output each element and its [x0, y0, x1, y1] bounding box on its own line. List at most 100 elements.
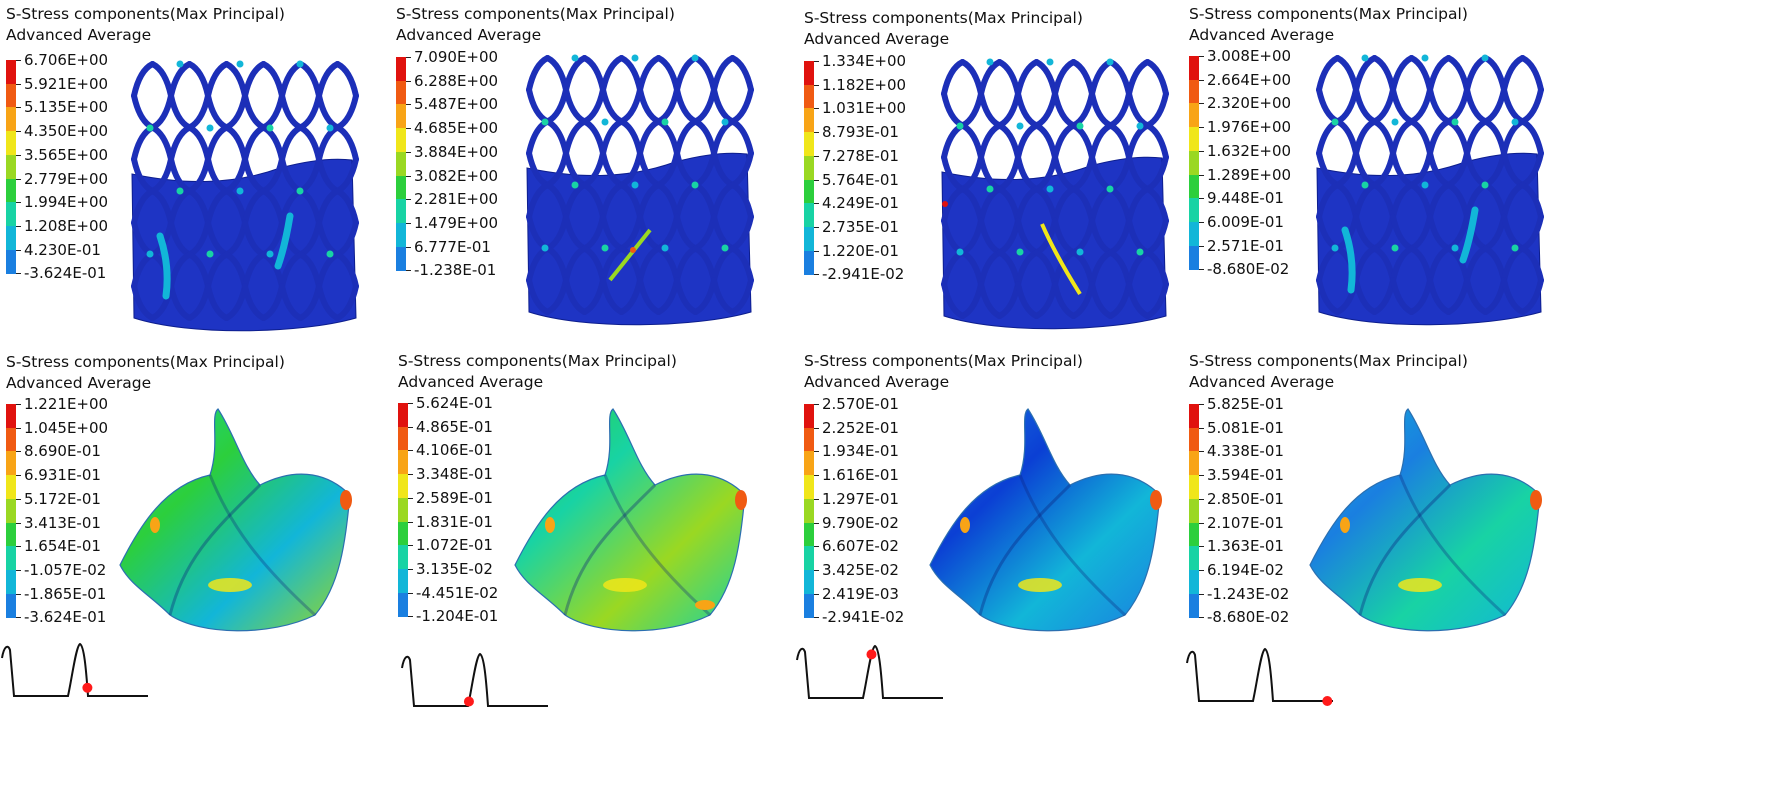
panel-subtitle: Advanced Average	[6, 374, 152, 392]
legend-value: 1.831E-01	[416, 512, 493, 531]
legend-tick	[1199, 221, 1204, 223]
leaflet-surface	[119, 408, 351, 632]
legend-value: 2.850E-01	[1207, 489, 1284, 508]
legend-tick	[814, 250, 819, 252]
legend-color-band	[1189, 174, 1199, 200]
leaflet-surface	[1309, 408, 1541, 632]
legend-color-band	[398, 545, 408, 570]
cardiac-cycle-curve	[796, 644, 943, 699]
legend-tick	[814, 451, 819, 453]
legend-color-band	[398, 521, 408, 547]
legend-color-band	[6, 522, 16, 548]
legend-value: 1.654E-01	[24, 537, 101, 556]
legend-tick	[408, 450, 413, 452]
legend-color-band	[396, 222, 406, 248]
legend-value: 1.221E+00	[24, 395, 109, 413]
legend-value: 3.135E-02	[416, 559, 493, 578]
legend-color-band	[1189, 56, 1199, 81]
legend-tick	[406, 151, 411, 153]
cycle-line	[401, 652, 548, 707]
legend-value: -1.865E-01	[24, 584, 107, 603]
legend-tick	[814, 226, 819, 228]
legend-value: 1.994E+00	[24, 193, 109, 212]
legend-color-band	[1189, 451, 1199, 477]
legend-color-band	[396, 104, 406, 130]
stress-hotspots	[150, 490, 352, 592]
legend-color-band	[6, 475, 16, 500]
legend-value: -2.941E-02	[822, 608, 905, 627]
legend-tick	[406, 128, 411, 130]
legend-tick	[814, 475, 819, 477]
legend-color-band	[804, 179, 814, 205]
time-marker	[463, 696, 474, 707]
cycle-line	[1186, 647, 1333, 702]
legend-value: 3.565E+00	[24, 145, 109, 164]
legend-color-band	[1189, 245, 1199, 271]
legend-tick	[16, 154, 21, 156]
leaflet-contour-render	[929, 408, 1162, 632]
legend-value: -1.204E-01	[416, 607, 499, 626]
stress-hotspots	[1340, 490, 1542, 592]
time-marker	[866, 649, 877, 660]
legend-tick	[16, 404, 21, 405]
legend-value: 3.008E+00	[1207, 47, 1292, 65]
legend-value: 6.706E+00	[24, 51, 109, 69]
legend-tick	[814, 546, 819, 548]
stress-hotspots	[545, 490, 747, 610]
legend-color-band	[6, 131, 16, 156]
legend-tick	[1199, 569, 1204, 571]
cycle-line	[1, 642, 148, 697]
panel-title: S-Stress components(Max Principal)	[398, 352, 677, 370]
legend-tick	[406, 199, 411, 201]
legend-tick	[1199, 245, 1204, 247]
legend-value: -2.941E-02	[822, 265, 905, 284]
legend-value: -1.243E-02	[1207, 584, 1290, 603]
legend-tick	[814, 203, 819, 205]
legend-value: 1.182E+00	[822, 75, 907, 94]
cardiac-cycle-curve	[1, 642, 148, 697]
legend-value: 2.107E-01	[1207, 513, 1284, 532]
legend-tick	[1199, 451, 1204, 453]
legend-color-band	[1189, 103, 1199, 129]
panel-subtitle: Advanced Average	[6, 26, 152, 44]
panel-title: S-Stress components(Max Principal)	[6, 5, 285, 23]
legend-value: 6.607E-02	[822, 537, 899, 556]
legend-tick	[16, 178, 21, 180]
panel-title: S-Stress components(Max Principal)	[1189, 352, 1468, 370]
legend-value: 6.288E+00	[414, 71, 499, 90]
legend-tick	[16, 475, 21, 477]
legend-tick	[16, 107, 21, 109]
panel-subtitle: Advanced Average	[398, 373, 544, 391]
legend-color-band	[396, 57, 406, 82]
legend-color-band	[6, 404, 16, 429]
time-marker	[1322, 696, 1333, 706]
legend-value: 2.571E-01	[1207, 236, 1284, 255]
legend-value: 5.487E+00	[414, 95, 499, 114]
leaflet-contour-render	[119, 408, 352, 632]
panel-subtitle: Advanced Average	[1189, 373, 1335, 391]
legend-color-band	[398, 450, 408, 476]
legend-color-band	[6, 546, 16, 571]
legend-tick	[814, 427, 819, 429]
legend-value: 7.278E-01	[822, 146, 899, 165]
legend-value: -1.238E-01	[414, 261, 497, 280]
legend-value: 5.825E-01	[1207, 395, 1284, 413]
legend-tick	[408, 474, 413, 476]
legend-value: 8.793E-01	[822, 123, 899, 142]
legend-value: 3.594E-01	[1207, 466, 1284, 485]
legend-value: 1.363E-01	[1207, 537, 1284, 556]
legend-color-band	[804, 427, 814, 453]
legend-value: 2.281E+00	[414, 190, 499, 209]
legend-color-band	[6, 178, 16, 204]
stress-hotspots	[541, 54, 729, 282]
legend-value: -8.680E-02	[1207, 608, 1290, 627]
legend-tick	[16, 522, 21, 524]
legend-tick	[814, 522, 819, 524]
legend-color-band	[396, 80, 406, 106]
legend-value: 2.589E-01	[416, 488, 493, 507]
panel-subtitle: Advanced Average	[804, 373, 950, 391]
legend-color-band	[398, 497, 408, 523]
legend-tick	[16, 273, 21, 275]
stress-hotspots	[1331, 54, 1519, 294]
legend-tick	[408, 616, 413, 618]
